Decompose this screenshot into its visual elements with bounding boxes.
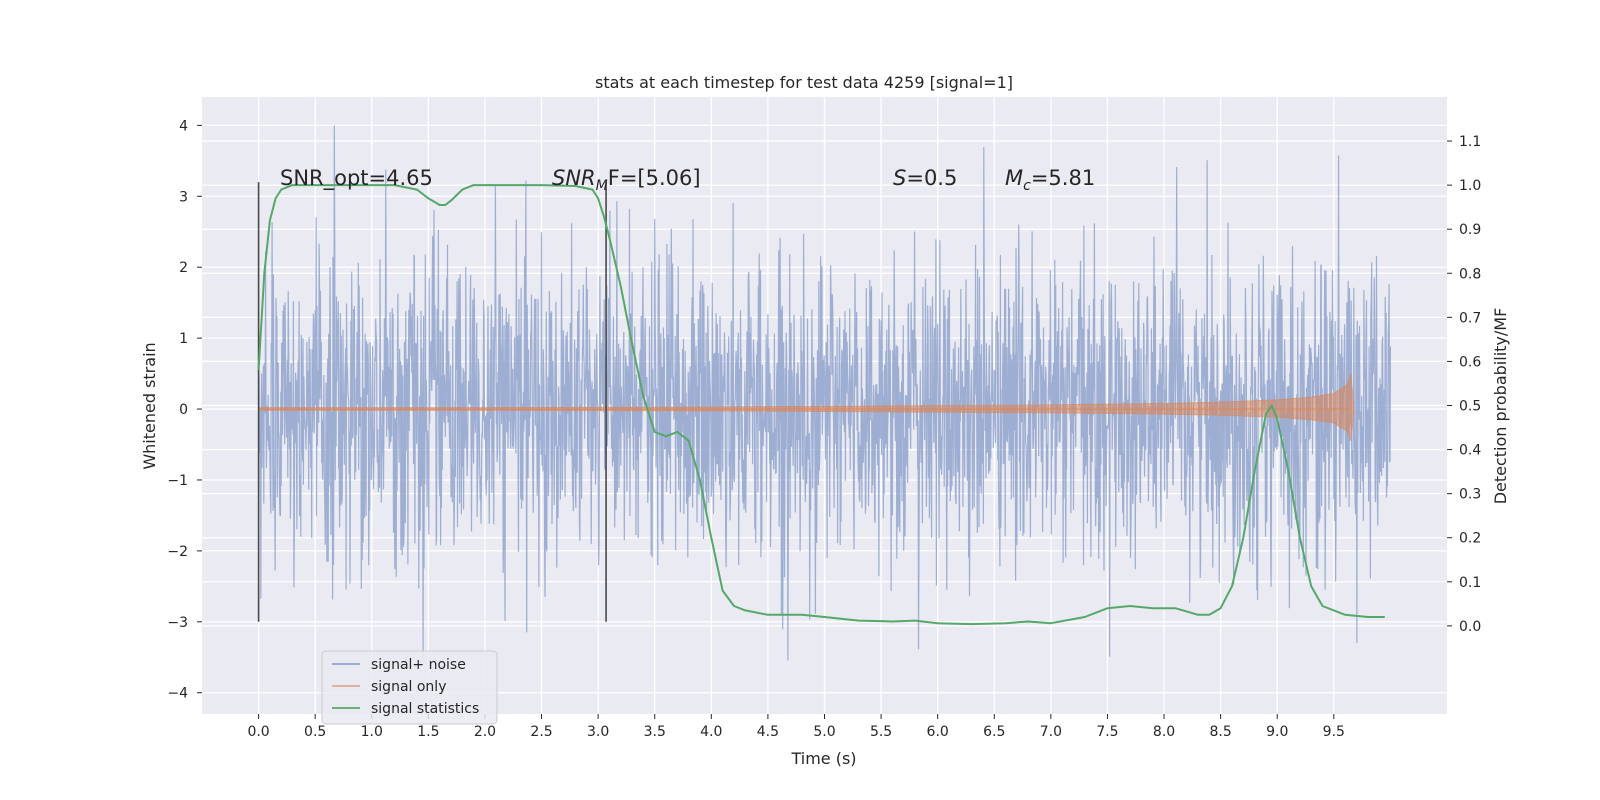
legend-box xyxy=(321,650,498,725)
x-tick-label: 5.5 xyxy=(870,724,892,740)
annotation-snr-mf: SNRMF=[5.06] xyxy=(552,166,701,194)
y-tick-label: 0 xyxy=(179,402,188,418)
annotation-mc: Mc=5.81 xyxy=(1005,166,1095,194)
x-tick-label: 8.0 xyxy=(1153,724,1175,740)
noise-trace xyxy=(258,125,1391,661)
annotation-mc-symbol: M xyxy=(1005,166,1023,190)
x-tick-label: 6.0 xyxy=(927,724,949,740)
y-right-tick-label: 0.4 xyxy=(1459,443,1481,459)
noise-series xyxy=(258,125,1391,661)
y-right-tick-label: 0.5 xyxy=(1459,399,1481,415)
y-right-tick-label: 0.3 xyxy=(1459,487,1481,503)
y-tick-label: 2 xyxy=(179,260,188,276)
y-tick-label: 1 xyxy=(179,331,188,347)
y-right-tick-label: 1.0 xyxy=(1459,178,1481,194)
signal-only-series xyxy=(258,373,1355,442)
y-tick-label: −3 xyxy=(167,615,188,631)
x-tick-label: 8.5 xyxy=(1210,724,1232,740)
legend: signal+ noise signal only signal statist… xyxy=(321,650,498,725)
y-axis-label: Whitened strain xyxy=(140,342,159,469)
x-tick-label: 2.0 xyxy=(474,724,496,740)
axis-ticks: 0.0 0.5 1.0 1.5 2.0 2.5 3.0 3.5 4.0 4.5 5.0 5.5 6.0 6… xyxy=(167,118,1481,740)
annotation-snr-mf-symbol: SNR xyxy=(552,166,596,190)
stats-series xyxy=(257,184,1385,626)
y-right-tick-label: 0.9 xyxy=(1459,222,1481,238)
annotation-snr-mf-value: F=[5.06] xyxy=(608,166,701,190)
x-tick-label: 2.5 xyxy=(530,724,552,740)
y-right-tick-label: 0.1 xyxy=(1459,575,1481,591)
y-right-axis-label: Detection probability/MF xyxy=(1491,308,1510,505)
y-tick-label: −1 xyxy=(167,473,188,489)
x-tick-label: 4.0 xyxy=(700,724,722,740)
annotation-s-symbol: S xyxy=(893,166,906,190)
vertical-markers xyxy=(257,182,607,622)
y-tick-label: 3 xyxy=(179,189,188,205)
signal-envelope xyxy=(258,373,1355,442)
x-tick-label: 7.0 xyxy=(1040,724,1062,740)
x-tick-label: 0.0 xyxy=(247,724,269,740)
x-tick-label: 1.5 xyxy=(417,724,439,740)
y-right-tick-label: 0.6 xyxy=(1459,354,1481,370)
x-tick-label: 5.0 xyxy=(813,724,835,740)
x-tick-label: 3.5 xyxy=(644,724,666,740)
y-right-tick-label: 0.8 xyxy=(1459,266,1481,282)
stats-line xyxy=(257,184,1385,626)
y-right-tick-label: 1.1 xyxy=(1459,134,1481,150)
x-tick-label: 4.5 xyxy=(757,724,779,740)
x-axis-label: Time (s) xyxy=(790,749,856,768)
y-tick-label: 4 xyxy=(179,118,188,134)
y-right-tick-label: 0.2 xyxy=(1459,531,1481,547)
annotation-mc-value: =5.81 xyxy=(1031,166,1095,190)
legend-label-signal: signal only xyxy=(371,679,446,695)
y-right-tick-label: 0.7 xyxy=(1459,310,1481,326)
x-tick-label: 6.5 xyxy=(983,724,1005,740)
y-tick-label: −2 xyxy=(167,544,188,560)
annotation-s-value: =0.5 xyxy=(906,166,957,190)
legend-label-stats: signal statistics xyxy=(371,701,479,717)
annotation-mc-sub: c xyxy=(1023,178,1031,194)
y-right-tick-label: 0.0 xyxy=(1459,619,1481,635)
annotation-s: S=0.5 xyxy=(893,166,957,190)
chart-title: stats at each timestep for test data 425… xyxy=(595,73,1013,92)
x-tick-label: 9.5 xyxy=(1323,724,1345,740)
legend-label-noise: signal+ noise xyxy=(371,657,466,673)
x-tick-label: 9.0 xyxy=(1266,724,1288,740)
x-tick-label: 3.0 xyxy=(587,724,609,740)
annotation-snr-mf-sub: M xyxy=(596,178,608,194)
annotation-snr-opt: SNR_opt=4.65 xyxy=(280,166,433,191)
y-tick-label: −4 xyxy=(167,686,188,702)
x-tick-label: 1.0 xyxy=(361,724,383,740)
x-tick-label: 0.5 xyxy=(304,724,326,740)
x-tick-label: 7.5 xyxy=(1096,724,1118,740)
